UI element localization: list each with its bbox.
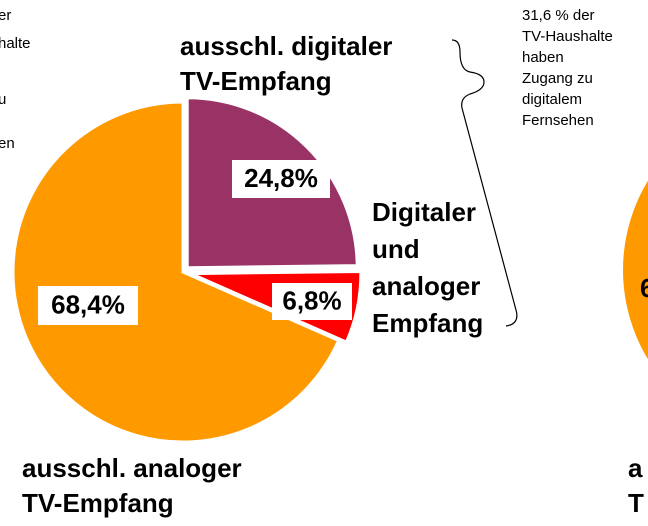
- pie-slice: [11, 100, 341, 444]
- text-fragment: en: [0, 135, 15, 152]
- annotation: Zugang zu: [522, 70, 593, 87]
- category-label: analoger: [372, 271, 480, 301]
- category-label: Empfang: [372, 308, 483, 338]
- text-fragment: T: [628, 488, 644, 518]
- category-label: TV-Empfang: [22, 488, 174, 518]
- text-fragment: u: [0, 91, 6, 108]
- text-fragment: halte: [0, 35, 31, 52]
- category-label: Digitaler: [372, 197, 476, 227]
- category-label: ausschl. analoger: [22, 453, 242, 483]
- category-label: ausschl. digitaler: [180, 31, 392, 61]
- annotation: digitalem: [522, 91, 582, 108]
- value-label-box: [272, 283, 352, 320]
- value-label: 6,8%: [282, 285, 341, 315]
- category-label: und: [372, 234, 420, 264]
- text-fragment: 6: [640, 273, 648, 303]
- annotation: 31,6 % der: [522, 7, 595, 24]
- value-label-box: [232, 160, 330, 198]
- value-label: 68,4%: [51, 289, 125, 319]
- text-fragment: a: [628, 453, 643, 483]
- value-label-box: [38, 286, 138, 325]
- text-fragment: er: [0, 7, 11, 24]
- annotation: haben: [522, 49, 564, 66]
- brace: [451, 39, 518, 327]
- category-label: TV-Empfang: [180, 66, 332, 96]
- annotation: TV-Haushalte: [522, 28, 613, 45]
- value-label: 24,8%: [244, 163, 318, 193]
- annotation: Fernsehen: [522, 112, 594, 129]
- partial-pie: [623, 180, 648, 360]
